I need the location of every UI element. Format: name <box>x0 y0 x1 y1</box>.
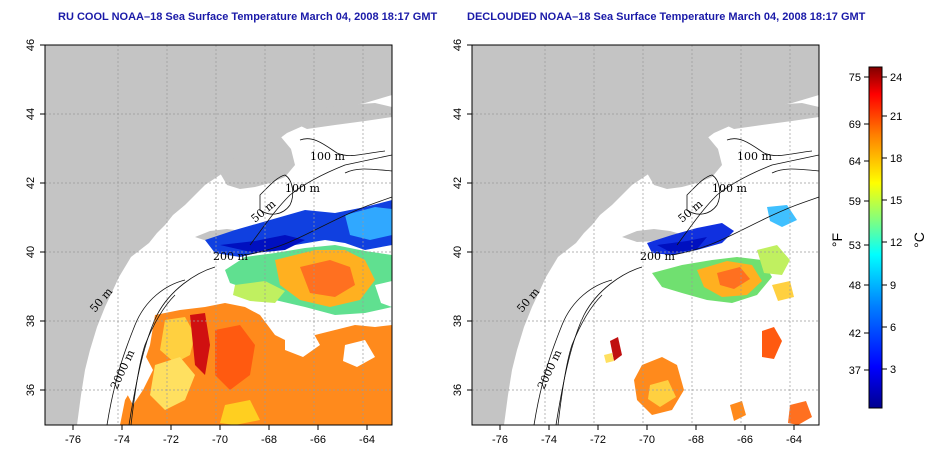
colorbar-f-tick: 59 <box>849 196 861 208</box>
lat-tick-40: 40 <box>452 246 464 258</box>
colorbar-c-tick: 3 <box>890 364 896 376</box>
lon-tick-72: -72 <box>590 434 606 446</box>
contour-label-200m: 200 m <box>640 250 675 263</box>
lat-tick-42: 42 <box>452 177 464 189</box>
lon-tick-70: -70 <box>212 434 228 446</box>
left-panel-title: RU COOL NOAA–18 Sea Surface Temperature … <box>58 11 438 23</box>
lon-tick-72: -72 <box>163 434 179 446</box>
colorbar-c-tick: 6 <box>890 322 896 334</box>
contour-label-100m-south: 100 m <box>285 182 320 195</box>
colorbar-fahrenheit-unit: °F <box>829 233 845 247</box>
lon-tick-68: -68 <box>261 434 277 446</box>
left-map-panel: 100 m 100 m 50 m 200 m 50 m 2000 m <box>44 44 393 426</box>
left-sst-field <box>120 200 392 425</box>
colorbar-c-tick: 21 <box>890 111 902 123</box>
lat-tick-38: 38 <box>452 315 464 327</box>
contour-label-100m-south: 100 m <box>712 182 747 195</box>
right-lon-axis: -76 -74 -72 -70 -68 -66 -64 <box>492 425 802 446</box>
lat-tick-40: 40 <box>25 246 37 258</box>
lon-tick-76: -76 <box>492 434 508 446</box>
colorbar-f-tick: 53 <box>849 240 861 252</box>
lon-tick-70: -70 <box>639 434 655 446</box>
colorbar-gradient <box>868 66 883 409</box>
lon-tick-76: -76 <box>65 434 81 446</box>
contour-label-100m-north: 100 m <box>310 150 345 163</box>
colorbar-c-tick: 24 <box>890 72 902 84</box>
lon-tick-64: -64 <box>786 434 802 446</box>
colorbar-f-tick: 48 <box>849 280 861 292</box>
lat-tick-44: 44 <box>452 108 464 120</box>
left-lat-axis: 46 44 42 40 38 36 <box>25 39 45 396</box>
colorbar-c-tick: 18 <box>890 153 902 165</box>
colorbar-f-tick: 75 <box>849 72 861 84</box>
lat-tick-36: 36 <box>25 384 37 396</box>
lat-tick-46: 46 <box>25 39 37 51</box>
lat-tick-38: 38 <box>25 315 37 327</box>
lat-tick-36: 36 <box>452 384 464 396</box>
colorbar-c-tick: 12 <box>890 237 902 249</box>
lon-tick-74: -74 <box>114 434 130 446</box>
colorbar-f-tick: 42 <box>849 328 861 340</box>
colorbar-f-tick: 69 <box>849 119 861 131</box>
lon-tick-68: -68 <box>688 434 704 446</box>
lon-tick-66: -66 <box>310 434 326 446</box>
lat-tick-44: 44 <box>25 108 37 120</box>
lon-tick-74: -74 <box>541 434 557 446</box>
colorbar-f-tick: 64 <box>849 156 861 168</box>
contour-label-100m-north: 100 m <box>737 150 772 163</box>
right-sst-field <box>604 205 812 425</box>
right-panel-title: DECLOUDED NOAA–18 Sea Surface Temperatur… <box>467 11 866 23</box>
left-lon-axis: -76 -74 -72 -70 -68 -66 -64 <box>65 425 375 446</box>
left-map-frame <box>44 44 393 426</box>
lon-tick-64: -64 <box>359 434 375 446</box>
colorbar-c-tick: 15 <box>890 195 902 207</box>
contour-label-200m: 200 m <box>213 250 248 263</box>
right-lat-axis: 46 44 42 40 38 36 <box>452 39 472 396</box>
lat-tick-46: 46 <box>452 39 464 51</box>
right-map-frame <box>471 44 820 426</box>
lon-tick-66: -66 <box>737 434 753 446</box>
colorbar-f-tick: 37 <box>849 365 861 377</box>
colorbar: 75 69 64 59 53 48 42 37 24 21 18 15 12 9… <box>829 66 927 409</box>
right-map-panel: 100 m 100 m 50 m 200 m 50 m 2000 m <box>471 44 820 426</box>
colorbar-celsius-unit: °C <box>911 232 927 248</box>
colorbar-c-tick: 9 <box>890 280 896 292</box>
lat-tick-42: 42 <box>25 177 37 189</box>
